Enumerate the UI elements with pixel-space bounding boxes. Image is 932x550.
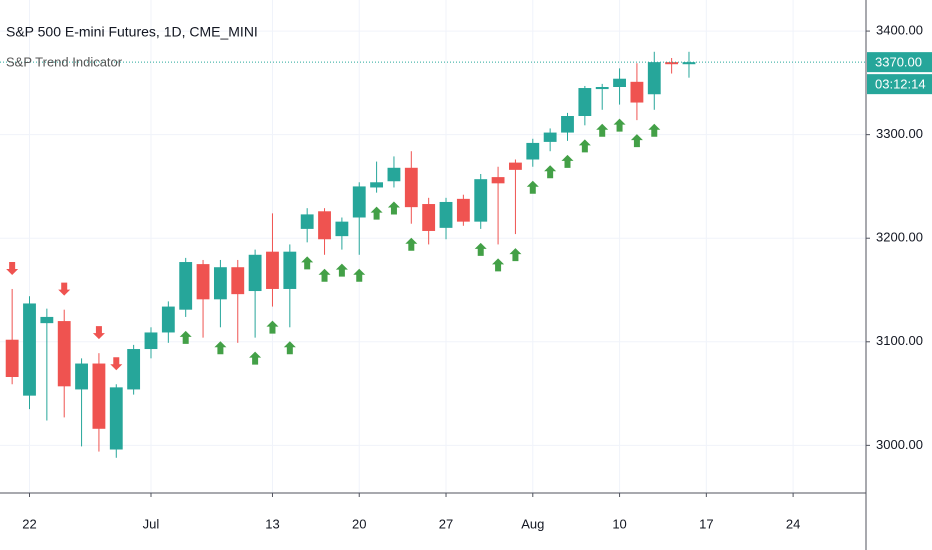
signal-arrow-down (6, 261, 19, 275)
y-tick-label: 3100.00 (876, 333, 923, 348)
candle-body (352, 186, 366, 218)
y-tick-label: 3000.00 (876, 437, 923, 452)
signal-arrow-down (110, 357, 123, 371)
signal-arrow-up (370, 206, 383, 220)
x-tick-label: 10 (612, 516, 626, 531)
candle-body (266, 251, 279, 289)
signal-arrow-up (613, 118, 626, 132)
candle-body (474, 179, 488, 222)
signal-arrow-up (596, 123, 609, 137)
candle-body (5, 339, 19, 377)
candle-body (213, 267, 227, 300)
candle-body (196, 264, 210, 300)
candle-body (422, 204, 436, 231)
candle-body (387, 167, 401, 182)
signal-arrow-up (353, 268, 366, 282)
candle-body (231, 267, 245, 295)
signal-arrow-down (58, 282, 71, 296)
last-price-label: 3370.00 (875, 55, 922, 70)
candle-body (665, 62, 679, 65)
signal-arrow-up (249, 351, 262, 365)
signal-arrow-down (92, 326, 105, 340)
signal-arrow-up (648, 123, 661, 137)
countdown-label: 03:12:14 (875, 77, 926, 92)
last-price-box (867, 52, 932, 73)
candle-body (370, 182, 384, 188)
signal-arrow-up (578, 139, 591, 153)
candle-body (144, 332, 158, 350)
candle-body (526, 142, 540, 160)
candle-body (75, 363, 88, 390)
candle-body (456, 198, 470, 222)
candle-body (543, 132, 557, 142)
indicator-name: S&P Trend Indicator (6, 54, 123, 69)
y-tick-label: 3300.00 (876, 126, 923, 141)
x-tick-label: 24 (786, 516, 800, 531)
candle-body (57, 321, 71, 387)
signal-arrow-up (544, 165, 557, 179)
x-tick-label: 27 (439, 516, 453, 531)
candle-body (283, 251, 297, 289)
x-tick-label: 20 (352, 516, 366, 531)
signal-arrow-up (266, 320, 279, 334)
y-tick-label: 3400.00 (876, 23, 923, 38)
candle-body (335, 221, 349, 237)
signal-arrow-up (214, 341, 227, 355)
y-tick-label: 3200.00 (876, 230, 923, 245)
x-tick-label: Jul (143, 516, 160, 531)
countdown-box (867, 74, 932, 95)
signal-arrow-up (405, 237, 418, 251)
candle-body (127, 349, 141, 390)
signal-arrow-up (561, 154, 574, 168)
candle-body (647, 62, 661, 95)
candle-body (179, 262, 193, 310)
candle-body (561, 116, 574, 133)
x-tick-label: 17 (699, 516, 713, 531)
x-tick-label: Aug (521, 516, 544, 531)
candle-body (682, 62, 696, 65)
signal-arrow-up (492, 258, 505, 272)
signal-arrow-up (318, 268, 331, 282)
plot (0, 51, 866, 458)
candle-body (161, 306, 175, 333)
chart-title: S&P 500 E-mini Futures, 1D, CME_MINI (6, 24, 258, 40)
x-tick-label: 22 (22, 516, 36, 531)
candle-body (613, 78, 626, 87)
x-tick-label: 13 (265, 516, 279, 531)
signal-arrow-up (179, 330, 192, 344)
candle-body (109, 387, 123, 450)
candle-body (404, 167, 418, 208)
signal-arrow-up (283, 341, 296, 355)
signal-arrow-up (301, 256, 314, 270)
candle-body (509, 162, 522, 170)
candle-body (318, 211, 331, 240)
candle-body (578, 88, 592, 116)
candle-body (40, 316, 54, 324)
signal-arrow-up (387, 201, 400, 215)
candle-body (92, 363, 106, 429)
candle-body (491, 177, 505, 184)
axes: 3000.00 3100.00 3200.00 3300.00 3400.00 22 Jul… (22, 23, 932, 531)
signal-arrow-up (335, 263, 348, 277)
signal-arrow-up (474, 242, 487, 256)
signal-arrow-up (630, 134, 643, 148)
signal-arrow-up (526, 180, 539, 194)
candle-body (595, 87, 609, 90)
candle-body (630, 81, 644, 103)
candle-body (248, 254, 262, 292)
signal-arrow-up (509, 248, 522, 262)
candle-body (439, 201, 453, 228)
candle-body (300, 214, 314, 229)
candle-body (23, 303, 36, 396)
